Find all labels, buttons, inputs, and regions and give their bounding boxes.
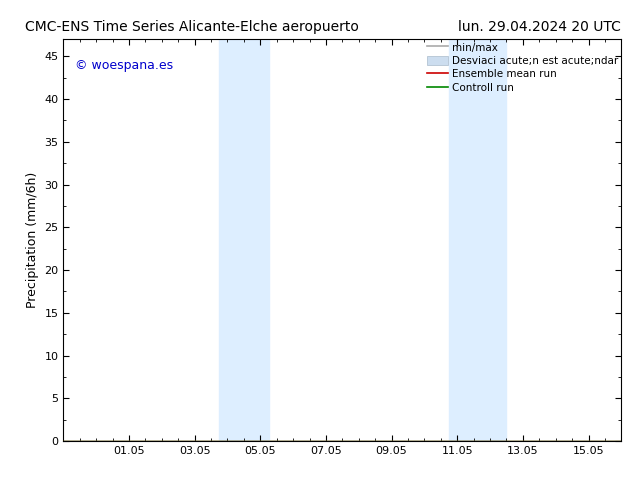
Y-axis label: Precipitation (mm/6h): Precipitation (mm/6h) [26, 172, 39, 308]
Text: © woespana.es: © woespana.es [75, 59, 172, 73]
Text: lun. 29.04.2024 20 UTC: lun. 29.04.2024 20 UTC [458, 20, 621, 34]
Bar [449, 39, 507, 441]
Legend: min/max, Desviaci acute;n est acute;ndar, Ensemble mean run, Controll run: min/max, Desviaci acute;n est acute;ndar… [427, 42, 618, 93]
Bar [219, 39, 269, 441]
Text: CMC-ENS Time Series Alicante-Elche aeropuerto: CMC-ENS Time Series Alicante-Elche aerop… [25, 20, 359, 34]
